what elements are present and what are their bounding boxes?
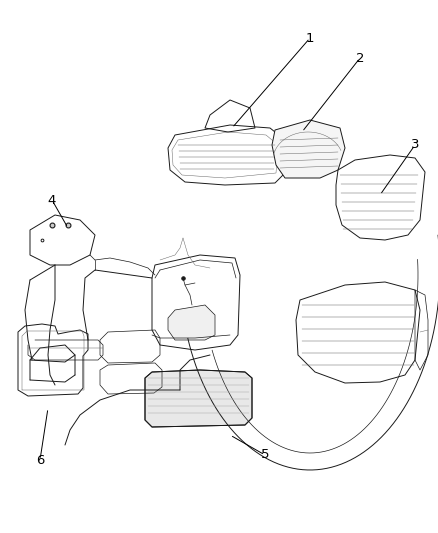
- Text: 2: 2: [356, 52, 364, 64]
- Text: 4: 4: [48, 193, 56, 206]
- Polygon shape: [272, 120, 345, 178]
- Polygon shape: [168, 305, 215, 340]
- Text: 1: 1: [306, 31, 314, 44]
- Text: 6: 6: [36, 454, 44, 466]
- Text: 5: 5: [261, 448, 269, 462]
- Polygon shape: [145, 370, 252, 427]
- Text: 3: 3: [411, 139, 419, 151]
